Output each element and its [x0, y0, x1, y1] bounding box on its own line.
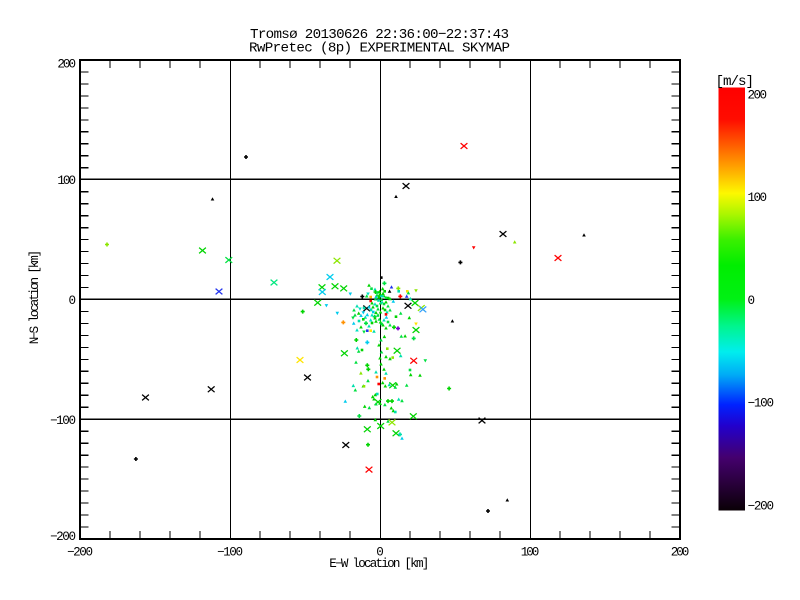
- svg-text:200: 200: [671, 546, 690, 560]
- svg-text:0: 0: [68, 294, 76, 308]
- svg-text:100: 100: [748, 191, 768, 205]
- svg-text:100: 100: [57, 174, 76, 188]
- svg-text:100: 100: [521, 546, 540, 560]
- svg-text:−100: −100: [50, 414, 76, 428]
- svg-text:200: 200: [748, 88, 768, 102]
- svg-text:E−W location [km]: E−W location [km]: [329, 557, 429, 571]
- svg-text:−200: −200: [67, 546, 93, 560]
- svg-text:RwPretec (8p) EXPERIMENTAL SKY: RwPretec (8p) EXPERIMENTAL SKYMAP: [249, 41, 510, 57]
- svg-text:N−S location [km]: N−S location [km]: [28, 250, 42, 345]
- svg-text:0: 0: [748, 294, 756, 308]
- svg-text:−100: −100: [748, 397, 775, 411]
- svg-text:0: 0: [376, 546, 384, 560]
- svg-text:[m/s]: [m/s]: [716, 74, 755, 90]
- svg-text:−200: −200: [748, 500, 775, 514]
- svg-text:−100: −100: [217, 546, 243, 560]
- svg-text:−200: −200: [50, 530, 76, 544]
- svg-text:200: 200: [57, 58, 76, 72]
- svg-text:Tromsø 20130626 22:36:00−22:37: Tromsø 20130626 22:36:00−22:37:43: [250, 27, 509, 43]
